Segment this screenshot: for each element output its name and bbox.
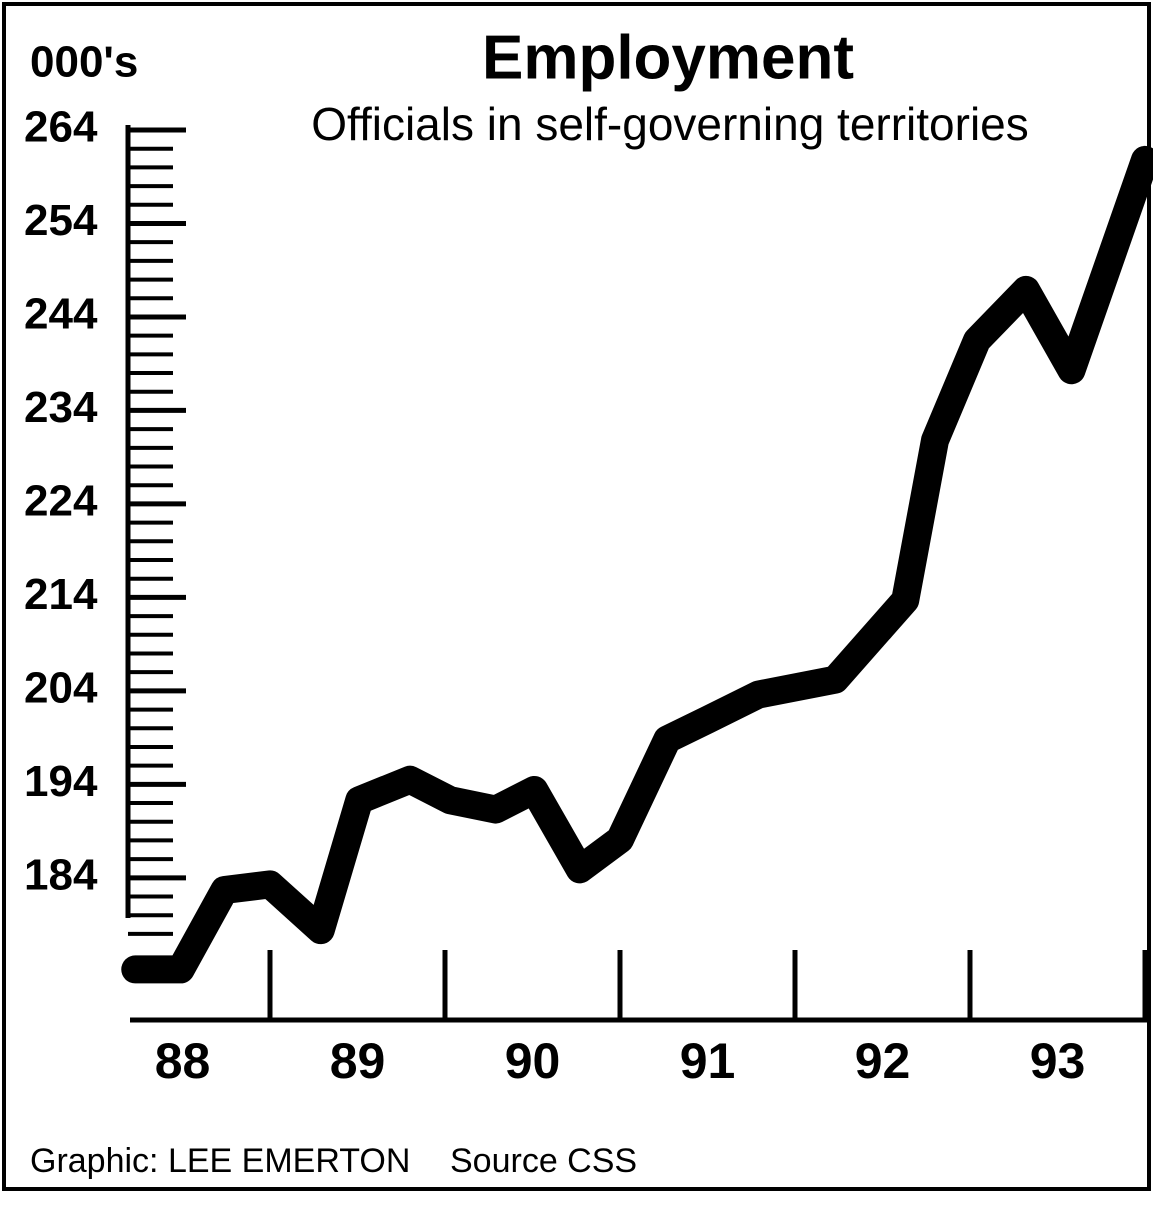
chart-subtitle: Officials in self-governing territories [311, 98, 1029, 150]
y-tick-label: 184 [24, 850, 98, 899]
chart: 000's Employment Officials in self-gover… [0, 0, 1153, 1207]
y-tick-label: 194 [24, 757, 98, 806]
y-tick-label: 264 [24, 103, 98, 152]
y-tick-label: 254 [24, 196, 98, 245]
y-tick-label: 204 [24, 663, 98, 712]
x-tick-label: 90 [505, 1033, 561, 1089]
x-tick-label: 91 [680, 1033, 736, 1089]
y-tick-label: 234 [24, 383, 98, 432]
y-unit: 000's [30, 38, 138, 87]
x-tick-label: 88 [155, 1033, 211, 1089]
x-tick-label: 93 [1030, 1033, 1086, 1089]
source: Source CSS [450, 1142, 637, 1180]
y-tick-label: 214 [24, 570, 98, 619]
x-tick-label: 89 [330, 1033, 386, 1089]
y-tick-label: 224 [24, 477, 98, 526]
credit: Graphic: LEE EMERTON [30, 1142, 410, 1180]
chart-title: Employment [482, 23, 854, 92]
y-tick-label: 244 [24, 290, 98, 339]
x-tick-label: 92 [855, 1033, 911, 1089]
